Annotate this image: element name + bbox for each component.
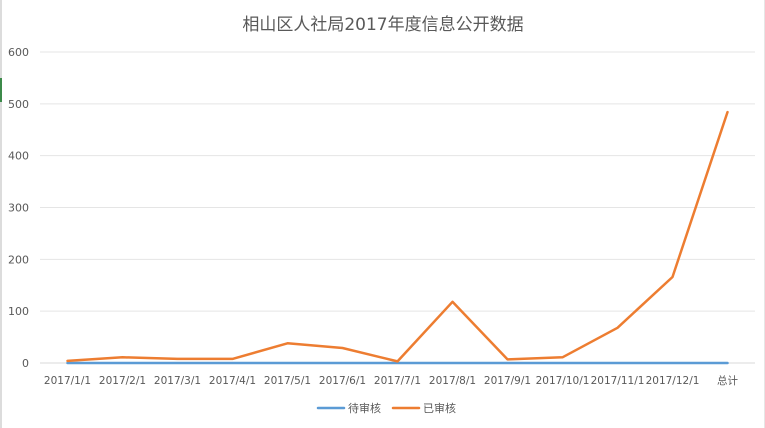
legend: 待审核 已审核 xyxy=(316,401,456,415)
x-tick-label: 2017/4/1 xyxy=(209,375,256,387)
y-tick-label: 400 xyxy=(8,150,29,163)
legend-label-1: 待审核 xyxy=(348,401,381,415)
x-tick-label: 2017/1/1 xyxy=(44,375,91,387)
x-tick-label: 2017/6/1 xyxy=(319,375,366,387)
x-axis-ticks: 2017/1/1 2017/2/1 2017/3/1 2017/4/1 2017/5/1… xyxy=(44,374,739,387)
x-tick-label: 2017/8/1 xyxy=(429,375,476,387)
x-tick-label: 2017/11/1 xyxy=(591,375,645,387)
x-tick-label: 2017/2/1 xyxy=(99,375,146,387)
y-tick-label: 0 xyxy=(22,357,29,370)
y-tick-label: 200 xyxy=(8,253,29,266)
series-lines xyxy=(66,110,729,365)
x-tick-label: 2017/12/1 xyxy=(646,375,700,387)
chart-title: 相山区人社局2017年度信息公开数据 xyxy=(242,15,523,35)
x-tick-label: 2017/10/1 xyxy=(536,375,590,387)
series-line-2 xyxy=(66,110,729,363)
legend-label-2: 已审核 xyxy=(423,401,456,415)
gridlines xyxy=(40,51,755,364)
y-tick-label: 100 xyxy=(8,305,29,318)
y-tick-label: 300 xyxy=(8,202,29,215)
y-tick-label: 500 xyxy=(8,98,29,111)
x-tick-label: 2017/9/1 xyxy=(484,375,531,387)
x-tick-label: 2017/5/1 xyxy=(264,375,311,387)
window-edge-left xyxy=(0,0,2,428)
x-tick-label: 2017/3/1 xyxy=(154,375,201,387)
x-tick-label: 2017/7/1 xyxy=(374,375,421,387)
y-tick-label: 600 xyxy=(8,46,29,59)
x-tick-label: 总计 xyxy=(717,374,738,387)
window-edge-accent xyxy=(0,78,2,102)
y-axis-ticks: 0 100 200 300 400 500 600 xyxy=(8,46,29,370)
